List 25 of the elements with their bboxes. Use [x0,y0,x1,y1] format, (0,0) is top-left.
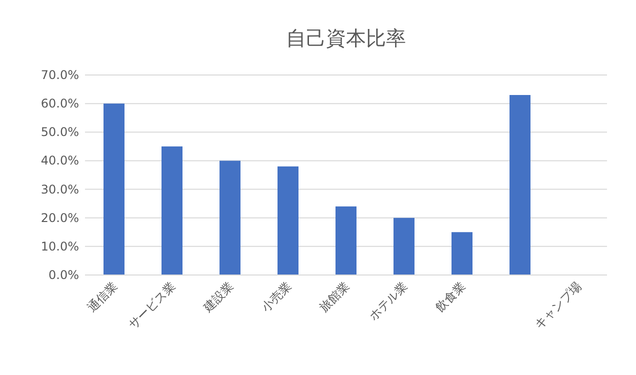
bar [394,218,414,275]
bar [104,104,124,275]
bar [510,95,530,275]
bar [278,166,298,275]
y-tick-label: 20.0% [40,210,79,225]
y-tick-label: 70.0% [40,68,79,82]
y-tick-label: 0.0% [48,268,79,282]
x-tick-label: ホテル業 [366,279,410,324]
x-tick-label: サービス業 [126,279,178,332]
y-tick-label: 40.0% [40,154,79,168]
bar [336,206,356,275]
bar [220,160,240,275]
x-tick-label: 旅館業 [316,279,352,315]
y-tick-label: 60.0% [40,96,79,111]
x-tick-label: 小売業 [258,279,294,315]
y-tick-label: 10.0% [40,239,79,254]
y-tick-label: 50.0% [40,125,79,140]
x-tick-label: 通信業 [84,279,120,315]
x-tick-label: キャンプ場 [532,279,584,332]
x-tick-label: 建設業 [200,279,236,316]
y-tick-label: 30.0% [40,182,79,196]
bar [162,146,182,275]
bar [452,232,472,275]
chart-title: 自己資本比率 [286,26,406,50]
x-tick-label: 飲食業 [432,279,468,315]
